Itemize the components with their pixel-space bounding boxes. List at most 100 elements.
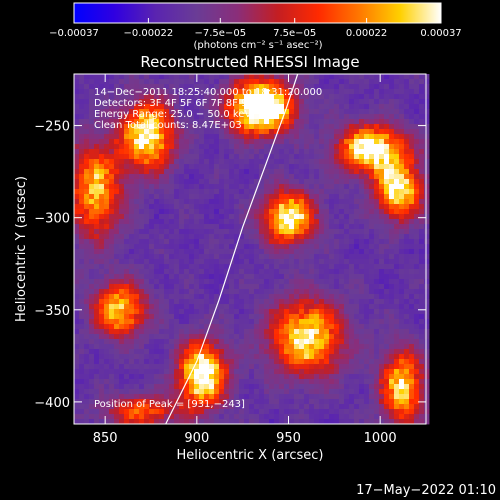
- heatmap-cell: [159, 164, 165, 170]
- heatmap-cell: [309, 139, 315, 145]
- heatmap-cell: [334, 79, 340, 85]
- heatmap-cell: [189, 99, 195, 105]
- heatmap-cell: [169, 284, 175, 290]
- heatmap-cell: [279, 154, 285, 160]
- heatmap-cell: [404, 104, 410, 110]
- heatmap-cell: [294, 139, 300, 145]
- heatmap-cell: [259, 359, 265, 365]
- heatmap-cell: [334, 309, 340, 315]
- heatmap-cell: [424, 389, 430, 395]
- heatmap-cell: [224, 184, 230, 190]
- heatmap-cell: [209, 239, 215, 245]
- heatmap-cell: [284, 129, 290, 135]
- heatmap-cell: [179, 159, 185, 165]
- heatmap-cell: [164, 154, 170, 160]
- heatmap-cell: [354, 114, 360, 120]
- heatmap-cell: [114, 204, 120, 210]
- heatmap-cell: [289, 154, 295, 160]
- heatmap-cell: [409, 384, 415, 390]
- heatmap-cell: [329, 399, 335, 405]
- heatmap-cell: [394, 274, 400, 280]
- heatmap-cell: [319, 354, 325, 360]
- heatmap-cell: [399, 374, 405, 380]
- heatmap-cell: [374, 409, 380, 415]
- heatmap-cell: [339, 264, 345, 270]
- heatmap-cell: [284, 74, 290, 80]
- heatmap-cell: [84, 89, 90, 95]
- heatmap-cell: [359, 229, 365, 235]
- heatmap-cell: [254, 174, 260, 180]
- heatmap-cell: [384, 149, 390, 155]
- heatmap-cell: [329, 189, 335, 195]
- heatmap-cell: [324, 329, 330, 335]
- heatmap-cell: [154, 104, 160, 110]
- heatmap-cell: [84, 199, 90, 205]
- heatmap-cell: [399, 314, 405, 320]
- heatmap-cell: [139, 384, 145, 390]
- heatmap-cell: [109, 74, 115, 80]
- heatmap-cell: [374, 134, 380, 140]
- heatmap-cell: [124, 79, 130, 85]
- heatmap-cell: [184, 304, 190, 310]
- heatmap-cell: [314, 344, 320, 350]
- heatmap-cell: [144, 139, 150, 145]
- heatmap-cell: [409, 239, 415, 245]
- heatmap-cell: [289, 419, 295, 425]
- heatmap-cell: [249, 354, 255, 360]
- heatmap-cell: [404, 74, 410, 80]
- heatmap-cell: [404, 184, 410, 190]
- heatmap-cell: [139, 374, 145, 380]
- heatmap-cell: [214, 174, 220, 180]
- heatmap-cell: [414, 259, 420, 265]
- heatmap-cell: [234, 109, 240, 115]
- heatmap-cell: [154, 344, 160, 350]
- heatmap-cell: [144, 204, 150, 210]
- heatmap-cell: [354, 414, 360, 420]
- heatmap-cell: [304, 199, 310, 205]
- heatmap-cell: [189, 209, 195, 215]
- heatmap-cell: [149, 119, 155, 125]
- heatmap-cell: [324, 174, 330, 180]
- heatmap-cell: [279, 239, 285, 245]
- heatmap-cell: [204, 74, 210, 80]
- heatmap-cell: [329, 204, 335, 210]
- heatmap-cell: [174, 214, 180, 220]
- heatmap-cell: [419, 269, 425, 275]
- heatmap-cell: [404, 89, 410, 95]
- heatmap-cell: [339, 234, 345, 240]
- heatmap-cell: [204, 129, 210, 135]
- heatmap-cell: [249, 364, 255, 370]
- heatmap-cell: [184, 204, 190, 210]
- heatmap-cell: [344, 389, 350, 395]
- heatmap-cell: [109, 184, 115, 190]
- heatmap-cell: [144, 124, 150, 130]
- heatmap-cell: [384, 389, 390, 395]
- heatmap-cell: [359, 339, 365, 345]
- heatmap-cell: [244, 374, 250, 380]
- heatmap-cell: [324, 199, 330, 205]
- heatmap-cell: [224, 349, 230, 355]
- heatmap-cell: [324, 369, 330, 375]
- heatmap-cell: [254, 109, 260, 115]
- heatmap-cell: [109, 129, 115, 135]
- heatmap-cell: [214, 254, 220, 260]
- heatmap-cell: [329, 299, 335, 305]
- heatmap-cell: [184, 239, 190, 245]
- heatmap-cell: [204, 159, 210, 165]
- heatmap-cell: [134, 394, 140, 400]
- heatmap-cell: [344, 409, 350, 415]
- heatmap-cell: [154, 154, 160, 160]
- heatmap-cell: [314, 309, 320, 315]
- heatmap-cell: [369, 369, 375, 375]
- heatmap-cell: [379, 139, 385, 145]
- heatmap-cell: [324, 404, 330, 410]
- heatmap-cell: [339, 144, 345, 150]
- heatmap-cell: [319, 399, 325, 405]
- heatmap-cell: [159, 324, 165, 330]
- heatmap-cell: [339, 309, 345, 315]
- heatmap-cell: [154, 189, 160, 195]
- heatmap-cell: [259, 234, 265, 240]
- heatmap-cell: [89, 104, 95, 110]
- heatmap-cell: [194, 304, 200, 310]
- heatmap-cell: [209, 199, 215, 205]
